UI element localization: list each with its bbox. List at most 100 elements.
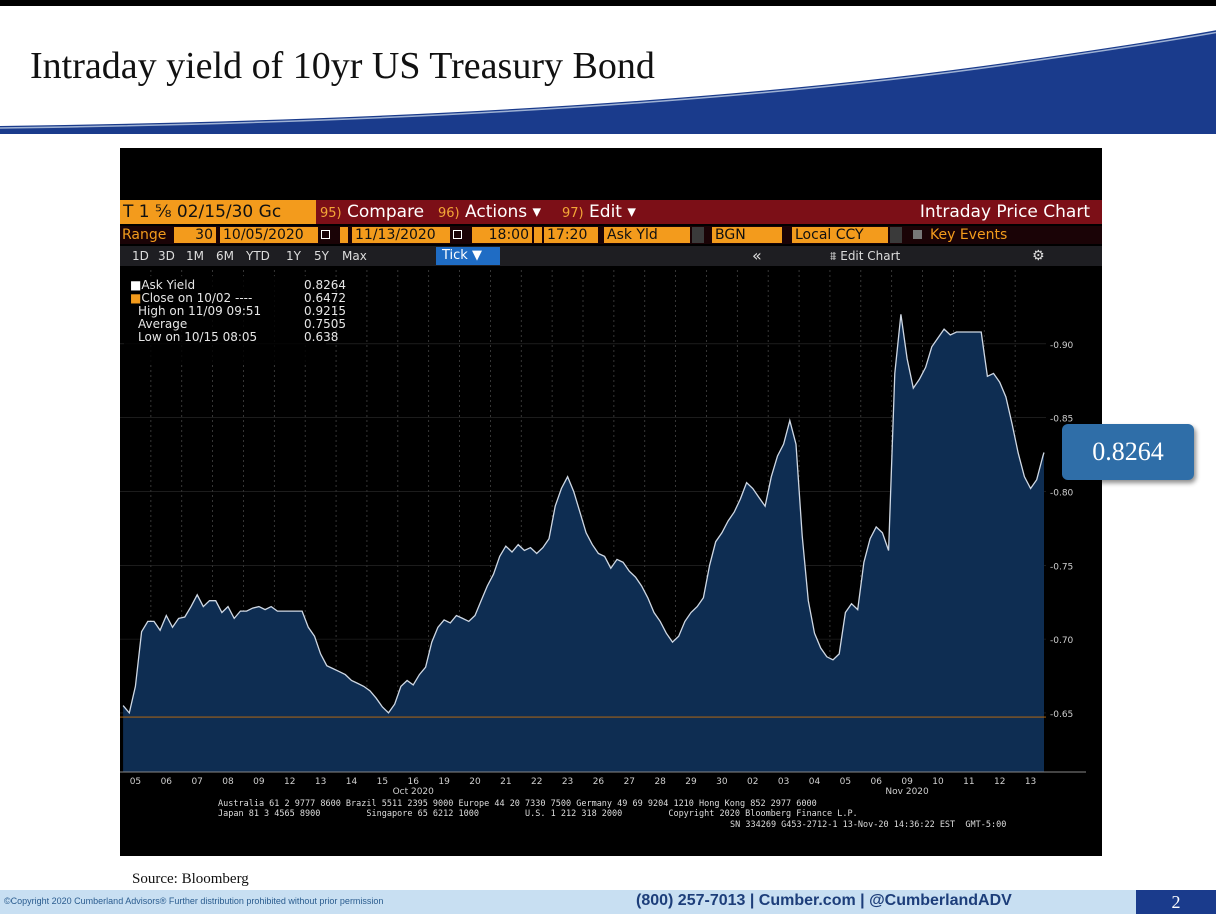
actions-button[interactable]: 96) Actions ▾ [438, 200, 541, 224]
y-tick-label: -0.80 [1050, 488, 1074, 498]
edit-chart-label: Edit Chart [840, 249, 901, 263]
x-tick-label: 06 [161, 777, 173, 787]
source-note: Source: Bloomberg [132, 871, 249, 887]
period-6m[interactable]: 6M [216, 249, 234, 263]
x-tick-label: 22 [531, 777, 542, 787]
legend-item: Average [138, 317, 188, 331]
slide-title: Intraday yield of 10yr US Treasury Bond [30, 45, 655, 87]
legend-value: 0.7505 [304, 317, 346, 331]
x-tick-label: 06 [871, 777, 883, 787]
end-date-field[interactable]: 11/13/2020 [352, 227, 450, 243]
terminal-footer-line: Australia 61 2 9777 8600 Brazil 5511 239… [218, 799, 817, 809]
edit-button[interactable]: 97) Edit ▾ [562, 200, 636, 224]
x-tick-label: 13 [315, 777, 326, 787]
x-tick-label: 08 [222, 777, 234, 787]
period-1m[interactable]: 1M [186, 249, 204, 263]
x-tick-label: 05 [130, 777, 141, 787]
period-bar: 1D 3D 1M 6M YTD 1Y 5Y Max Tick ▼ « ⩩ Edi… [120, 246, 1102, 266]
period-5y[interactable]: 5Y [314, 249, 329, 263]
settings-icon[interactable]: ⚙ [1032, 248, 1045, 264]
edit-button-code: 97) [562, 206, 584, 221]
y-tick-label: -0.75 [1050, 562, 1073, 572]
compare-button-label: Compare [347, 202, 425, 222]
yield-line [122, 314, 1045, 715]
period-1d[interactable]: 1D [132, 249, 149, 263]
x-tick-label: 04 [809, 777, 821, 787]
security-ticker[interactable]: T 1 ⅝ 02/15/30 Gc [120, 200, 316, 224]
legend-swatch: ■ [130, 291, 142, 305]
x-tick-label: 10 [932, 777, 944, 787]
x-tick-label: 11 [963, 777, 974, 787]
terminal-footer-line: SN 334269 G453-2712-1 13-Nov-20 14:36:22… [730, 820, 1007, 830]
start-date-field[interactable]: 10/05/2020 [220, 227, 318, 243]
legend-label: Close on 10/02 ---- [141, 291, 253, 305]
x-tick-label: 30 [716, 777, 728, 787]
compare-button[interactable]: 95) Compare [320, 200, 424, 224]
chart-legend: ■Ask Yield 0.8264 ■Close on 10/02 ---- 0… [124, 276, 346, 362]
key-events-label: Key Events [930, 227, 1008, 243]
period-ytd[interactable]: YTD [246, 249, 270, 263]
x-tick-label: 09 [253, 777, 265, 787]
calendar-icon[interactable] [453, 230, 462, 239]
terminal-toolbar: T 1 ⅝ 02/15/30 Gc 95) Compare 96) Action… [120, 200, 1102, 224]
x-tick-label: 28 [654, 777, 666, 787]
time-separator [534, 227, 542, 243]
slide-footer: ©Copyright 2020 Cumberland Advisors® Fur… [0, 890, 1216, 914]
contact-info: (800) 257-7013 | Cumber.com | @Cumberlan… [636, 892, 1012, 909]
x-tick-label: 21 [500, 777, 511, 787]
tick-dropdown[interactable]: Tick ▼ [436, 247, 500, 265]
calendar-icon[interactable] [321, 230, 330, 239]
legend-value: 0.8264 [304, 278, 346, 292]
x-tick-label: 13 [1025, 777, 1036, 787]
x-month-label: Oct 2020 [393, 787, 435, 797]
legend-item: ■Close on 10/02 ---- [130, 292, 252, 305]
top-border [0, 0, 1216, 6]
key-events-checkbox[interactable] [913, 230, 922, 239]
period-max[interactable]: Max [342, 249, 367, 263]
x-tick-label: 15 [377, 777, 388, 787]
y-tick-label: -0.65 [1050, 710, 1073, 720]
range-days-field[interactable]: 30 [174, 227, 216, 243]
x-tick-label: 26 [593, 777, 605, 787]
range-bar: Range 30 10/05/2020 11/13/2020 18:00 17:… [120, 226, 1102, 244]
legend-item: Low on 10/15 08:05 [138, 330, 258, 344]
bloomberg-terminal: T 1 ⅝ 02/15/30 Gc 95) Compare 96) Action… [120, 148, 1102, 856]
x-tick-label: 23 [562, 777, 573, 787]
actions-button-label: Actions ▾ [465, 202, 542, 222]
chart-edit-icon: ⩩ [830, 249, 841, 263]
legend-value: 0.9215 [304, 304, 346, 318]
x-tick-label: 02 [747, 777, 758, 787]
title-swoosh [0, 12, 1216, 134]
period-3d[interactable]: 3D [158, 249, 175, 263]
collapse-icon[interactable]: « [752, 246, 762, 265]
x-tick-label: 09 [901, 777, 913, 787]
edit-chart-button[interactable]: ⩩ Edit Chart [830, 246, 900, 266]
x-tick-label: 14 [346, 777, 358, 787]
pricing-source-field[interactable]: BGN [712, 227, 782, 243]
field-select[interactable]: Ask Yld [604, 227, 690, 243]
x-tick-label: 29 [685, 777, 697, 787]
start-time-field[interactable]: 18:00 [472, 227, 532, 243]
x-tick-label: 05 [840, 777, 851, 787]
chart-title: Intraday Price Chart [919, 202, 1090, 222]
legend-value: 0.638 [304, 330, 339, 344]
x-tick-label: 03 [778, 777, 789, 787]
currency-select[interactable]: Local CCY [792, 227, 888, 243]
x-tick-label: 27 [624, 777, 635, 787]
chevron-down-icon[interactable] [890, 227, 902, 243]
legend-item: High on 11/09 09:51 [138, 304, 262, 318]
compare-button-code: 95) [320, 206, 342, 221]
x-month-label: Nov 2020 [885, 787, 929, 797]
end-time-field[interactable]: 17:20 [544, 227, 598, 243]
legend-value: 0.6472 [304, 291, 346, 305]
yield-area [123, 314, 1045, 772]
chevron-down-icon[interactable] [692, 227, 704, 243]
copyright-text: ©Copyright 2020 Cumberland Advisors® Fur… [4, 896, 384, 906]
date-separator [340, 227, 348, 243]
x-tick-label: 12 [994, 777, 1005, 787]
legend-swatch: ■ [130, 278, 142, 292]
legend-item: ■Ask Yield [130, 279, 195, 292]
y-tick-label: -0.85 [1050, 415, 1073, 425]
period-1y[interactable]: 1Y [286, 249, 301, 263]
y-tick-label: -0.70 [1050, 636, 1074, 646]
